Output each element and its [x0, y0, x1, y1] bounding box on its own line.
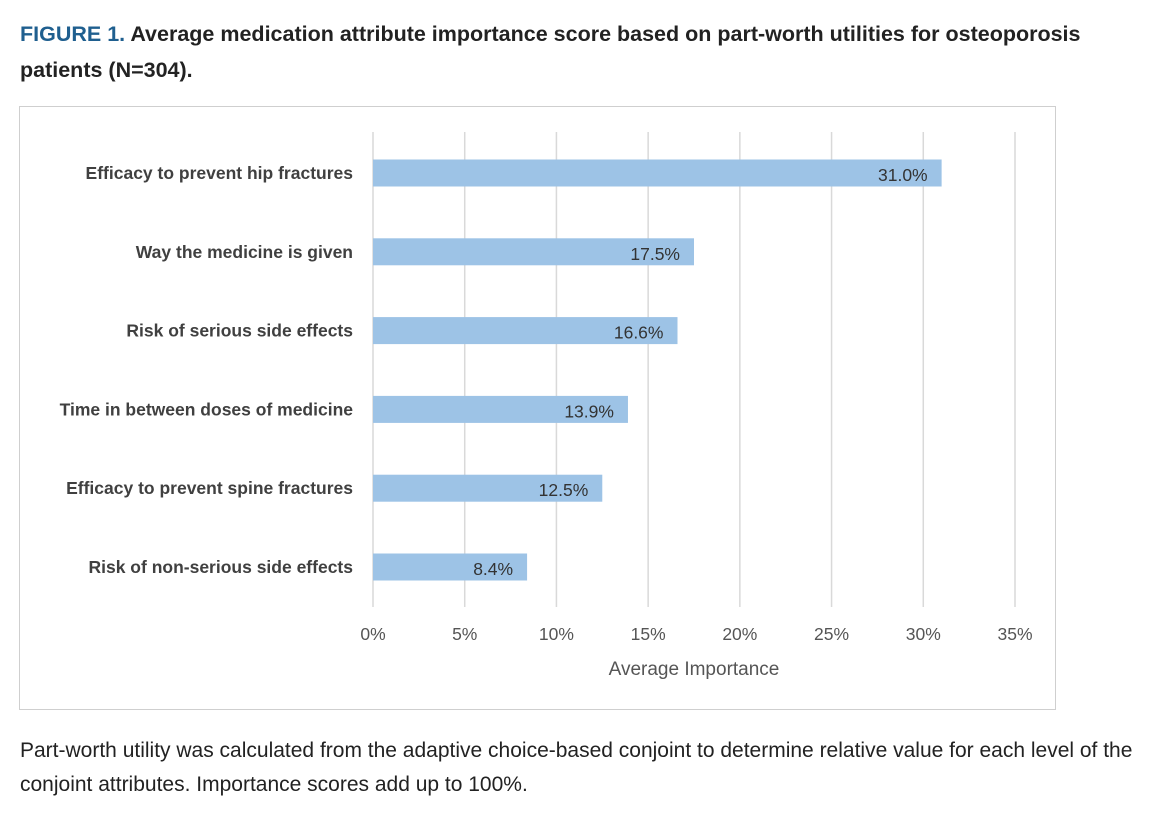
data-label-2: 16.6% — [614, 323, 664, 343]
data-label-5: 8.4% — [473, 559, 513, 579]
figure-caption: Part-worth utility was calculated from t… — [20, 739, 1133, 796]
bar-1 — [373, 238, 694, 266]
figure-title-text: Average medication attribute importance … — [20, 22, 1081, 82]
category-label-3: Time in between doses of medicine — [60, 399, 354, 419]
bar-0 — [373, 159, 942, 187]
x-tick-label-2: 10% — [539, 624, 574, 644]
x-tick-label-3: 15% — [631, 624, 666, 644]
figure-label: FIGURE 1. — [20, 22, 126, 46]
data-label-0: 31.0% — [878, 165, 928, 185]
data-label-3: 13.9% — [564, 401, 614, 421]
bar-3 — [373, 395, 628, 423]
category-label-0: Efficacy to prevent hip fractures — [86, 163, 354, 183]
x-tick-label-5: 25% — [814, 624, 849, 644]
x-axis-title: Average Importance — [609, 659, 780, 680]
bar-2 — [373, 317, 678, 345]
category-label-4: Efficacy to prevent spine fractures — [66, 478, 353, 498]
x-tick-label-4: 20% — [722, 624, 757, 644]
data-label-4: 12.5% — [539, 480, 589, 500]
x-tick-label-0: 0% — [360, 624, 385, 644]
category-label-2: Risk of serious side effects — [126, 321, 353, 341]
data-label-1: 17.5% — [630, 244, 680, 264]
category-label-1: Way the medicine is given — [136, 242, 353, 262]
chart-frame: Efficacy to prevent hip fractures 31.0% Wa… — [19, 106, 1056, 710]
bar-5 — [373, 553, 528, 581]
bar-chart: Efficacy to prevent hip fractures 31.0% Wa… — [60, 132, 1033, 680]
x-tick-label-1: 5% — [452, 624, 477, 644]
x-tick-label-6: 30% — [906, 624, 941, 644]
category-label-5: Risk of non-serious side effects — [88, 557, 353, 577]
figure-title: FIGURE 1. Average medication attribute i… — [20, 16, 1130, 88]
bar-4 — [373, 474, 603, 502]
x-tick-label-7: 35% — [997, 624, 1032, 644]
